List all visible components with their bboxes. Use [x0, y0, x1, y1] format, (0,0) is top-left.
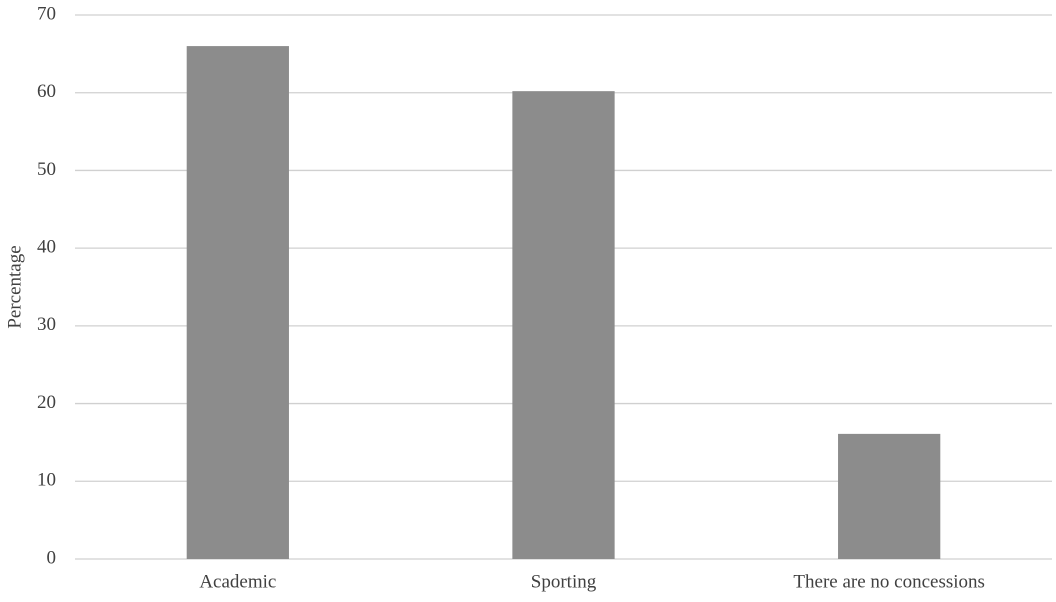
y-axis-label: Percentage — [4, 245, 25, 328]
y-tick-label: 70 — [37, 3, 56, 24]
y-tick-label: 20 — [37, 392, 56, 413]
x-tick-label: There are no concessions — [793, 571, 985, 592]
bar — [512, 91, 615, 559]
y-tick-label: 0 — [47, 547, 57, 568]
x-tick-label: Sporting — [531, 571, 597, 592]
bar — [838, 433, 941, 559]
y-tick-label: 30 — [37, 314, 56, 335]
y-tick-label: 60 — [37, 81, 56, 102]
bar — [186, 46, 289, 560]
y-tick-label: 40 — [37, 237, 56, 258]
x-tick-label: Academic — [199, 571, 276, 592]
y-tick-label: 10 — [37, 470, 56, 491]
y-tick-label: 50 — [37, 159, 56, 180]
